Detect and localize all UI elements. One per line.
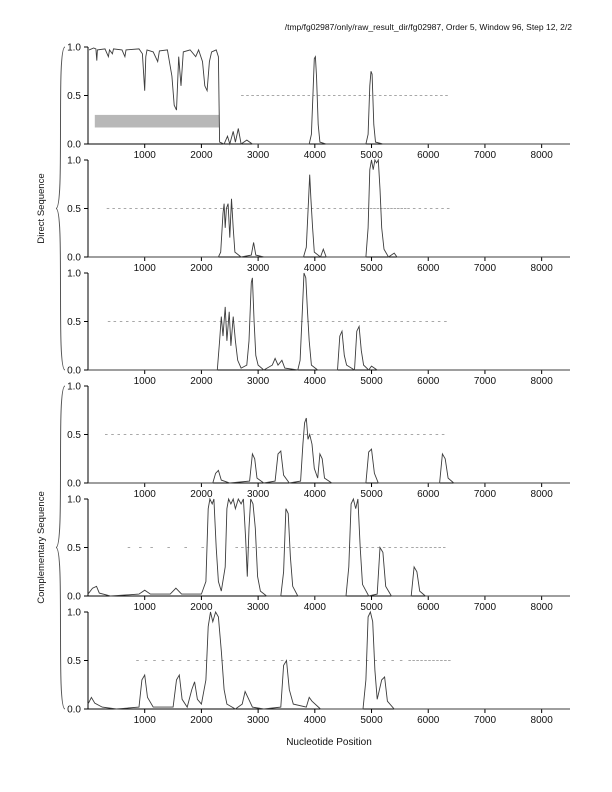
x-tick-label: 5000 [360, 602, 383, 613]
x-tick-label: 2000 [190, 602, 213, 613]
x-tick-label: 8000 [531, 150, 554, 161]
y-tick-label: 1.0 [67, 43, 81, 54]
x-tick-label: 4000 [304, 263, 327, 274]
x-tick-label: 2000 [190, 150, 213, 161]
y-tick-label: 0.5 [67, 430, 81, 441]
x-tick-label: 8000 [531, 263, 554, 274]
panel-direct-3: 0.0 0.5 1.0 1000 2000 3000 4000 5000 6000 7000 800… [67, 269, 570, 387]
x-tick-label: 5000 [360, 263, 383, 274]
panel-direct-2: 0.0 0.5 1.0 1000 2000 3000 4000 5000 6000 7000 800… [67, 156, 570, 274]
direct-sequence-label: Direct Sequence [36, 173, 47, 243]
x-tick-label: 7000 [474, 489, 497, 500]
panel-complementary-2: 0.0 0.5 1.0 1000 2000 3000 4000 5000 6000 7000 800… [67, 495, 570, 613]
x-tick-label: 5000 [360, 376, 383, 387]
x-tick-label: 4000 [304, 150, 327, 161]
x-tick-label: 1000 [134, 489, 157, 500]
y-tick-label: 1.0 [67, 269, 81, 280]
x-tick-label: 6000 [417, 150, 440, 161]
y-tick-label: 1.0 [67, 495, 81, 506]
x-tick-label: 2000 [190, 263, 213, 274]
x-tick-label: 8000 [531, 602, 554, 613]
y-tick-label: 0.5 [67, 317, 81, 328]
panel-complementary-3: 0.0 0.5 1.0 1000 2000 3000 4000 5000 6000 7000 800… [67, 608, 570, 726]
y-tick-label: 0.5 [67, 204, 81, 215]
group-brace [55, 46, 66, 371]
x-tick-label: 8000 [531, 376, 554, 387]
x-axis-title: Nucleotide Position [286, 737, 372, 748]
x-tick-label: 4000 [304, 376, 327, 387]
x-tick-label: 2000 [190, 376, 213, 387]
y-tick-label: 1.0 [67, 382, 81, 393]
x-tick-label: 1000 [134, 376, 157, 387]
y-tick-label: 0.0 [67, 253, 81, 264]
x-tick-label: 5000 [360, 150, 383, 161]
plot-title: /tmp/fg02987/only/raw_result_dir/fg02987… [284, 22, 572, 32]
x-tick-label: 6000 [417, 489, 440, 500]
y-tick-label: 0.0 [67, 592, 81, 603]
complementary-sequence-label: Complementary Sequence [36, 491, 47, 603]
y-tick-label: 0.0 [67, 479, 81, 490]
probability-curve [88, 158, 570, 258]
x-tick-label: 3000 [247, 602, 270, 613]
probability-curve [88, 272, 570, 371]
x-tick-label: 6000 [417, 376, 440, 387]
x-tick-label: 3000 [247, 489, 270, 500]
x-tick-label: 7000 [474, 376, 497, 387]
x-tick-label: 3000 [247, 263, 270, 274]
x-tick-label: 3000 [247, 715, 270, 726]
y-tick-label: 0.5 [67, 656, 81, 667]
y-tick-label: 1.0 [67, 608, 81, 619]
panel-direct-1: 0.0 0.5 1.0 1000 2000 3000 4000 5000 6000 7000 800… [67, 43, 570, 161]
x-tick-label: 7000 [474, 602, 497, 613]
x-tick-label: 1000 [134, 150, 157, 161]
shaded-region [94, 114, 219, 128]
x-tick-label: 6000 [417, 602, 440, 613]
x-tick-label: 4000 [304, 602, 327, 613]
y-tick-label: 0.0 [67, 140, 81, 151]
x-tick-label: 7000 [474, 263, 497, 274]
y-tick-label: 0.0 [67, 366, 81, 377]
probability-curve [88, 417, 570, 484]
x-tick-label: 2000 [190, 489, 213, 500]
probability-curve [87, 497, 570, 597]
x-tick-label: 5000 [360, 489, 383, 500]
x-tick-label: 1000 [134, 602, 157, 613]
panel-complementary-1: 0.0 0.5 1.0 1000 2000 3000 4000 5000 6000 7000 800… [67, 382, 570, 500]
x-tick-label: 5000 [360, 715, 383, 726]
probability-curve [88, 47, 570, 146]
x-tick-label: 1000 [134, 715, 157, 726]
x-tick-label: 8000 [531, 715, 554, 726]
y-tick-label: 0.0 [67, 705, 81, 716]
x-tick-label: 3000 [247, 376, 270, 387]
x-tick-label: 8000 [531, 489, 554, 500]
y-tick-label: 1.0 [67, 156, 81, 167]
group-brace [55, 385, 66, 710]
x-tick-label: 6000 [417, 715, 440, 726]
x-tick-label: 3000 [247, 150, 270, 161]
x-tick-label: 4000 [304, 489, 327, 500]
probability-curve [87, 610, 570, 710]
x-tick-label: 6000 [417, 263, 440, 274]
y-tick-label: 0.5 [67, 543, 81, 554]
x-tick-label: 7000 [474, 150, 497, 161]
x-tick-label: 2000 [190, 715, 213, 726]
y-tick-label: 0.5 [67, 91, 81, 102]
x-tick-label: 7000 [474, 715, 497, 726]
x-tick-label: 1000 [134, 263, 157, 274]
x-tick-label: 4000 [304, 715, 327, 726]
